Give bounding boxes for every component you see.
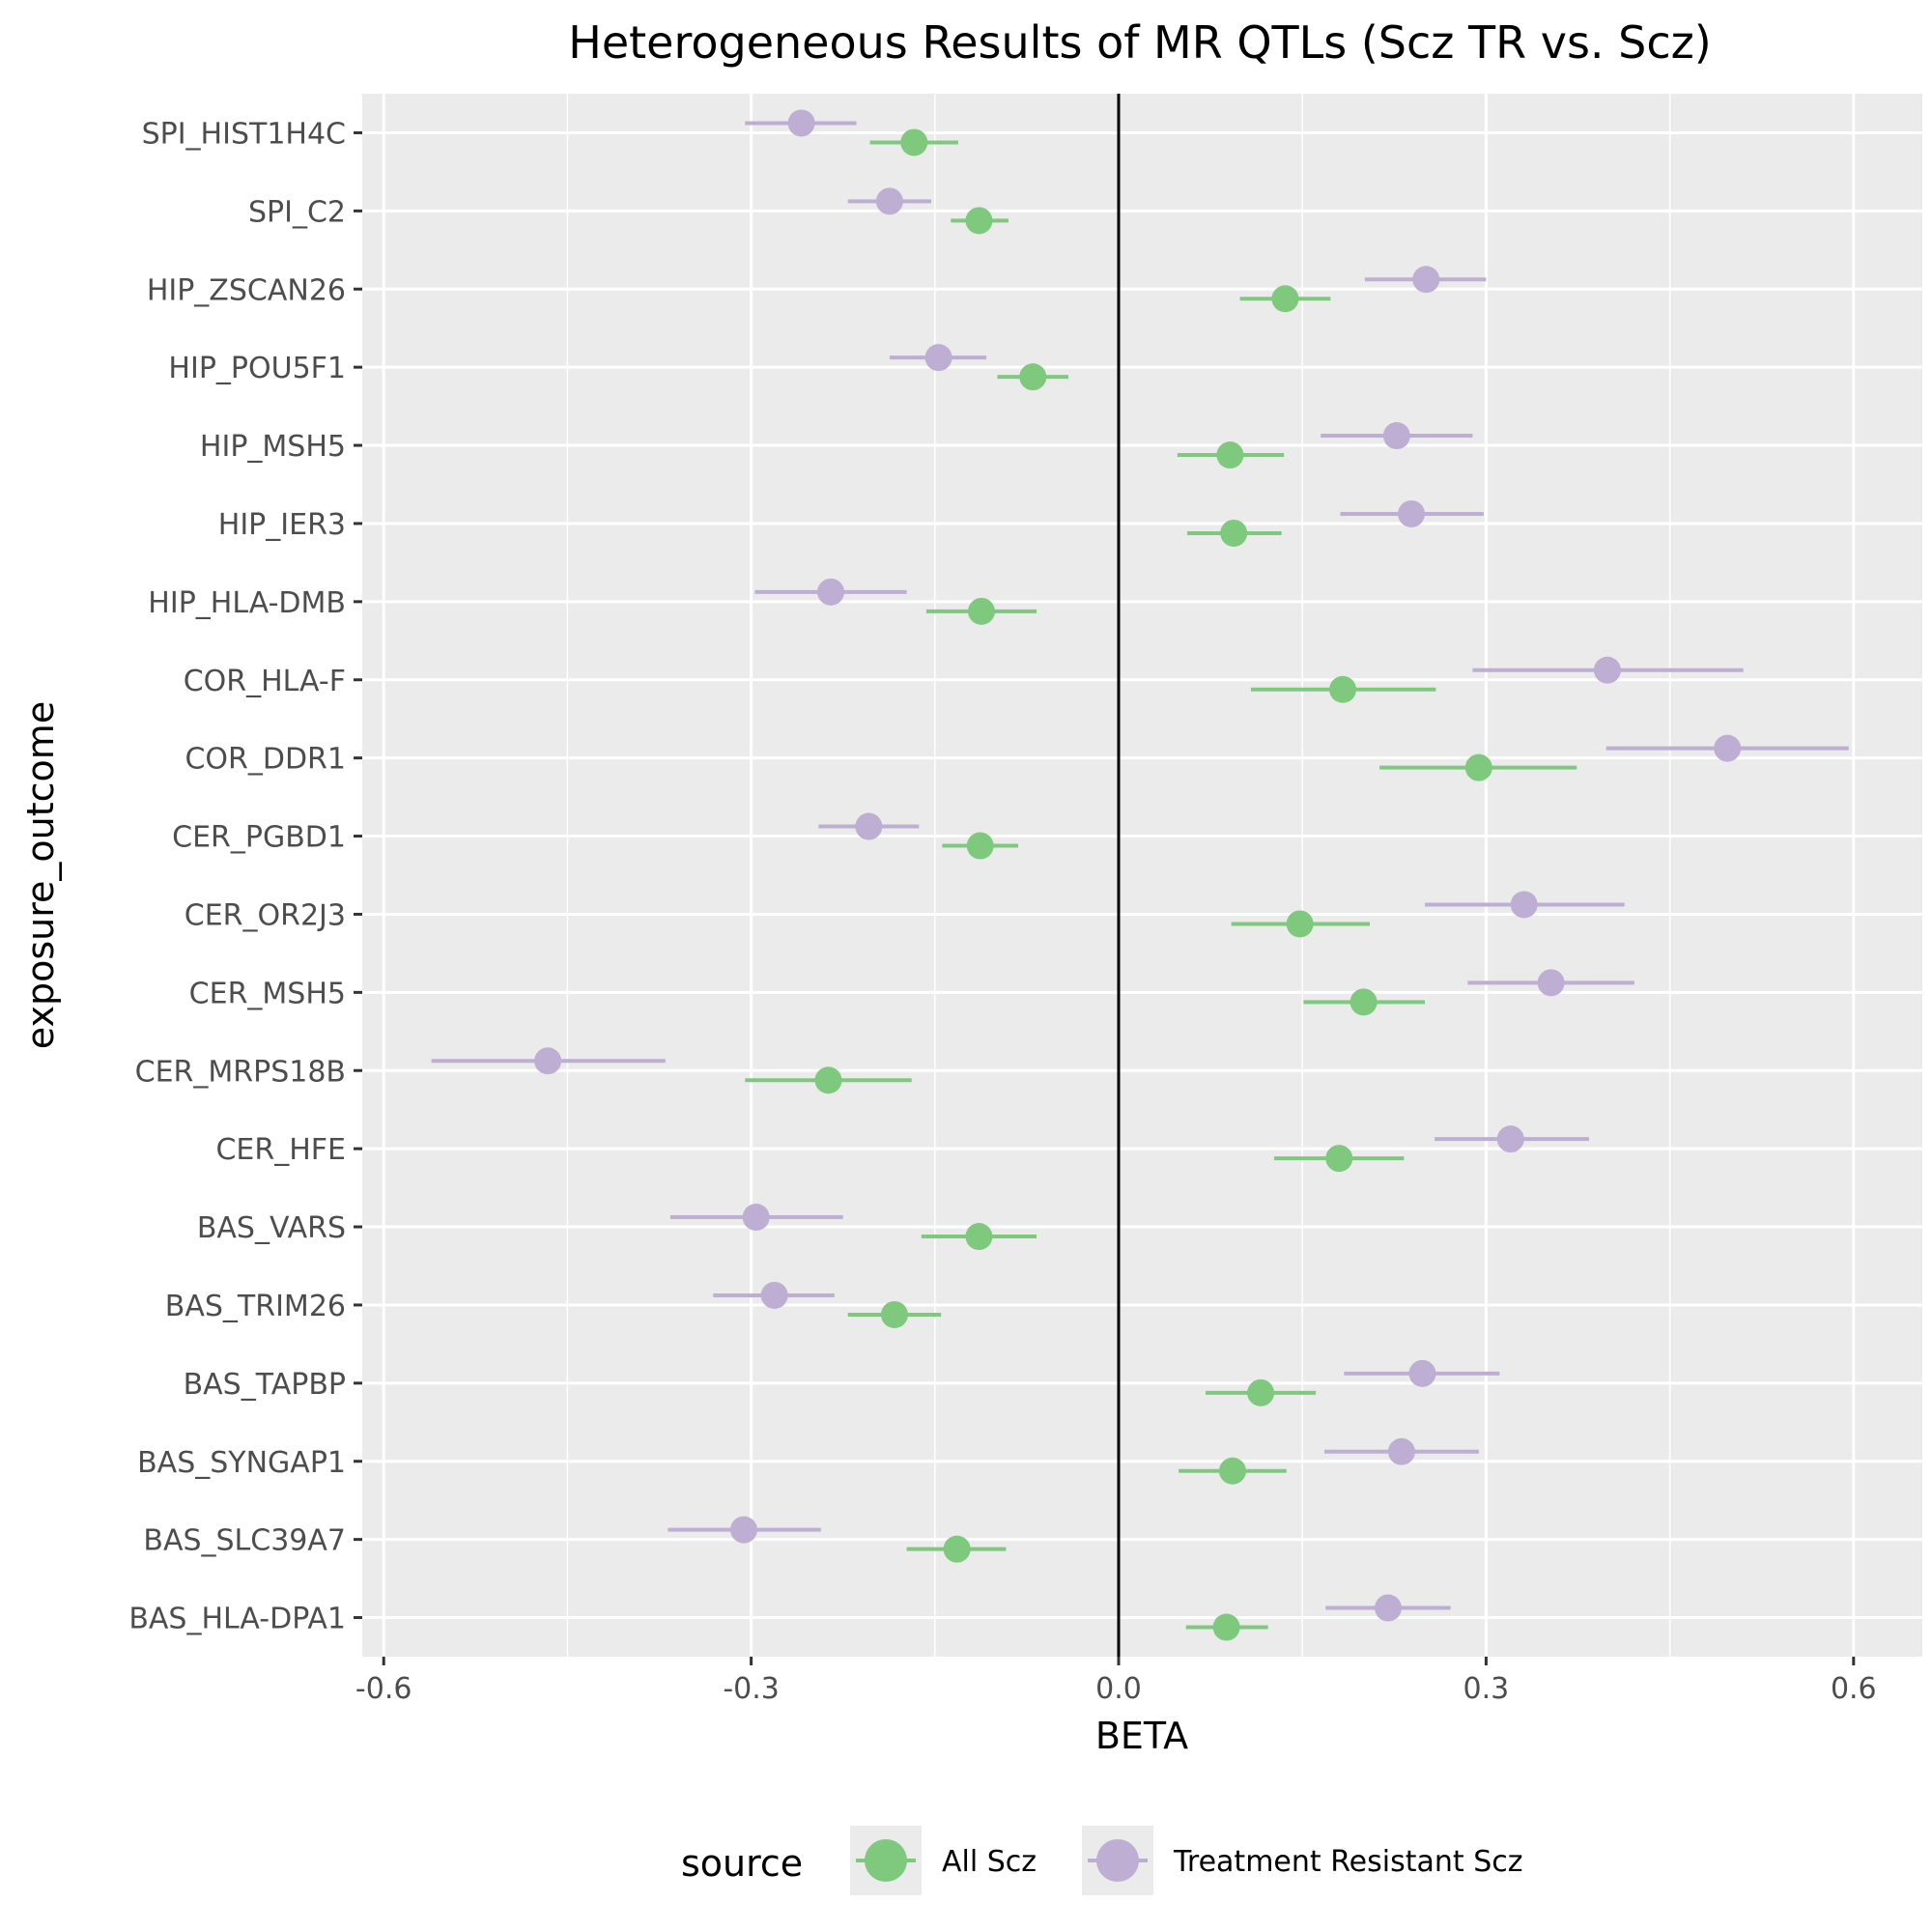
y-tick-label: SPI_C2	[248, 195, 346, 229]
y-tick-label: HIP_POU5F1	[168, 352, 346, 385]
data-point	[1220, 519, 1248, 547]
chart-title: Heterogeneous Results of MR QTLs (Scz TR…	[568, 16, 1712, 69]
data-point	[1271, 285, 1299, 313]
data-point	[943, 1535, 971, 1563]
y-tick-label: CER_OR2J3	[185, 898, 346, 932]
data-point	[787, 109, 815, 137]
y-tick-label: CER_HFE	[215, 1133, 346, 1167]
legend-key-point	[865, 1839, 907, 1882]
y-tick-label: BAS_VARS	[197, 1211, 346, 1245]
data-point	[817, 578, 845, 606]
data-point	[924, 344, 952, 372]
data-point	[1387, 1437, 1415, 1465]
y-tick-label: BAS_TAPBP	[184, 1368, 346, 1402]
data-point	[1510, 891, 1538, 919]
major-gridlines	[362, 94, 1922, 1657]
y-axis: SPI_HIST1H4C SPI_C2 HIP_ZSCAN26 HIP_POU5F1 H…	[128, 117, 362, 1636]
y-tick-label: HIP_MSH5	[200, 430, 346, 464]
legend: source All Scz Treatment Resistant Scz	[681, 1826, 1522, 1895]
data-point	[966, 832, 994, 860]
data-point	[1408, 1359, 1436, 1387]
x-tick-label: -0.6	[355, 1672, 412, 1706]
data-point	[742, 1204, 770, 1232]
y-tick-label: COR_DDR1	[185, 743, 346, 777]
plot-panel	[362, 94, 1922, 1657]
y-tick-label: BAS_SYNGAP1	[137, 1446, 346, 1480]
data-point	[1374, 1594, 1402, 1622]
data-point	[1537, 969, 1565, 997]
data-point	[1412, 266, 1440, 294]
x-axis: -0.6 -0.3 0.0 0.3 0.6	[355, 1657, 1877, 1706]
y-tick-label: COR_HLA-F	[184, 665, 346, 698]
data-point	[1593, 656, 1621, 684]
data-marks	[431, 109, 1849, 1641]
data-point	[855, 812, 883, 840]
data-point	[1019, 363, 1047, 391]
y-tick-label: CER_MRPS18B	[135, 1055, 346, 1089]
data-point	[900, 128, 928, 156]
y-tick-label: HIP_HLA-DMB	[148, 586, 346, 620]
legend-label: Treatment Resistant Scz	[1173, 1845, 1522, 1879]
data-point	[1350, 988, 1378, 1016]
y-tick-label: BAS_SLC39A7	[143, 1524, 346, 1558]
data-point	[965, 207, 993, 235]
data-point	[1398, 499, 1426, 527]
data-point	[814, 1066, 842, 1094]
x-tick-label: 0.6	[1831, 1672, 1877, 1706]
data-point	[1714, 734, 1742, 762]
legend-key-point	[1096, 1839, 1139, 1882]
data-point	[534, 1047, 562, 1075]
x-tick-label: -0.3	[723, 1672, 780, 1706]
data-point	[760, 1281, 788, 1309]
data-point	[1325, 1145, 1353, 1173]
y-tick-label: SPI_HIST1H4C	[142, 117, 346, 151]
y-tick-label: CER_MSH5	[189, 977, 346, 1010]
data-point	[1212, 1613, 1240, 1641]
y-tick-label: BAS_HLA-DPA1	[128, 1603, 346, 1636]
data-point	[1247, 1378, 1275, 1406]
data-point	[1218, 1457, 1246, 1485]
legend-title: source	[681, 1842, 803, 1885]
data-point	[967, 597, 995, 625]
x-axis-title: BETA	[1095, 1715, 1188, 1757]
y-axis-title: exposure_outcome	[19, 701, 62, 1049]
y-tick-label: BAS_TRIM26	[165, 1290, 346, 1323]
data-point	[729, 1516, 757, 1544]
data-point	[1382, 422, 1410, 450]
data-point	[880, 1300, 908, 1328]
data-point	[1329, 675, 1357, 703]
data-point	[965, 1223, 993, 1251]
data-point	[875, 187, 903, 215]
y-tick-label: HIP_IER3	[218, 508, 346, 542]
data-point	[1286, 910, 1314, 938]
legend-label: All Scz	[942, 1845, 1037, 1879]
data-point	[1216, 441, 1244, 469]
x-tick-label: 0.0	[1095, 1672, 1142, 1706]
y-tick-label: HIP_ZSCAN26	[147, 273, 346, 307]
y-tick-label: CER_PGBD1	[172, 821, 346, 855]
x-tick-label: 0.3	[1463, 1672, 1510, 1706]
data-point	[1464, 753, 1492, 781]
data-point	[1496, 1125, 1524, 1153]
